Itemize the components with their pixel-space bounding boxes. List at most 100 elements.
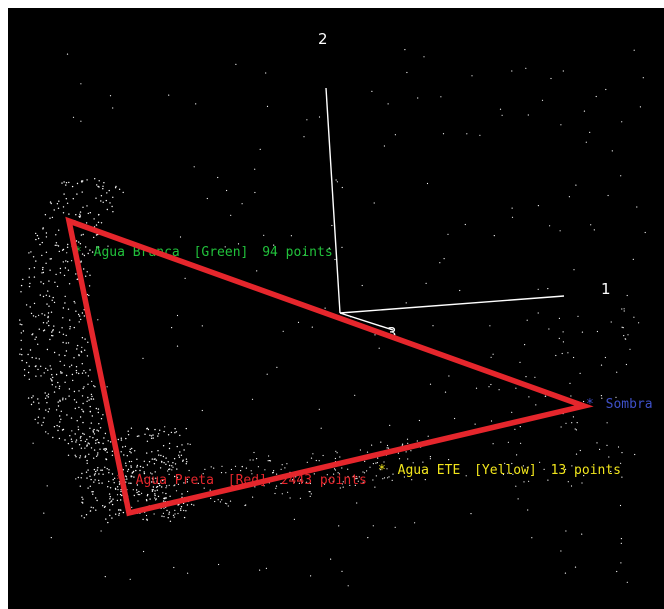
data-point	[237, 243, 240, 245]
data-point	[387, 477, 389, 479]
data-point	[52, 376, 54, 379]
data-point	[105, 458, 107, 460]
data-point	[55, 386, 57, 388]
data-point	[241, 465, 243, 468]
data-point	[38, 408, 40, 410]
data-point	[86, 400, 88, 402]
data-point	[28, 268, 31, 270]
data-point	[71, 440, 73, 443]
data-point	[95, 407, 98, 410]
data-point	[19, 353, 21, 355]
data-point	[608, 456, 610, 458]
data-point	[29, 282, 31, 285]
data-point	[50, 537, 52, 539]
data-point	[27, 371, 30, 374]
label-sombra[interactable]: * Sombra	[586, 397, 653, 412]
data-point	[108, 493, 111, 495]
data-point	[166, 509, 168, 512]
data-point	[63, 181, 65, 183]
data-point	[579, 449, 581, 452]
label-agua-ete[interactable]: * Agua ETE [Yellow] 13 points	[378, 463, 621, 478]
data-point	[60, 372, 62, 374]
data-point	[58, 229, 60, 231]
data-point	[62, 317, 64, 319]
data-point	[83, 517, 86, 519]
data-point	[504, 462, 506, 464]
data-point	[281, 464, 283, 466]
data-point	[146, 440, 149, 442]
data-point	[37, 237, 40, 240]
data-point	[35, 260, 37, 262]
data-point	[315, 459, 317, 462]
data-point	[84, 338, 86, 340]
data-point	[43, 329, 46, 331]
data-point	[59, 399, 61, 401]
data-point	[165, 487, 167, 489]
data-point	[28, 276, 30, 278]
data-point	[383, 477, 386, 479]
data-point	[159, 467, 162, 469]
axes-gizmo[interactable]: 2 1 3	[318, 30, 611, 342]
data-point	[35, 238, 37, 241]
data-point	[65, 350, 68, 352]
data-point	[57, 381, 59, 384]
label-agua-branca[interactable]: * Agua Branca [Green] 94 points	[74, 245, 333, 260]
data-point	[65, 342, 67, 344]
data-point	[106, 208, 109, 211]
data-point	[589, 131, 591, 133]
data-point	[39, 243, 41, 246]
simplex-triangle[interactable]	[65, 216, 594, 517]
scatter-3d-viewer[interactable]: 2 1 3 * Agua Branca [Green] 94 points * …	[8, 8, 664, 609]
data-point	[249, 459, 251, 461]
data-point	[81, 337, 84, 339]
data-point	[136, 464, 139, 467]
data-point	[366, 470, 368, 472]
data-point	[474, 423, 476, 425]
data-point	[160, 454, 162, 457]
data-point	[120, 499, 122, 501]
data-point	[204, 468, 206, 470]
data-point	[60, 418, 62, 420]
data-point	[81, 395, 84, 397]
data-point	[47, 290, 49, 292]
data-point	[75, 441, 77, 443]
data-point	[157, 495, 160, 498]
data-point	[168, 94, 170, 96]
data-point	[318, 460, 320, 462]
data-point	[115, 185, 117, 188]
data-point	[162, 479, 164, 482]
data-point	[27, 353, 29, 356]
data-point	[22, 330, 25, 332]
data-point	[82, 421, 84, 424]
data-point	[596, 330, 599, 333]
data-point	[511, 462, 513, 465]
data-point	[361, 284, 363, 287]
data-point	[52, 335, 54, 337]
data-point	[89, 249, 91, 251]
data-point	[213, 467, 215, 469]
data-point	[164, 482, 166, 484]
data-point	[81, 363, 84, 365]
data-point	[65, 198, 67, 200]
data-point	[627, 334, 629, 336]
data-point	[371, 90, 373, 92]
data-point	[376, 462, 378, 464]
data-point	[150, 435, 153, 437]
label-agua-preta[interactable]: * Agua Preta [Red] 2443 points	[116, 473, 367, 488]
data-point	[326, 474, 328, 476]
data-point	[80, 439, 82, 442]
data-point	[322, 454, 324, 457]
data-point	[48, 305, 50, 307]
data-point	[406, 438, 409, 440]
data-point	[30, 251, 32, 253]
data-point	[70, 438, 73, 440]
data-point	[34, 418, 36, 421]
data-point	[338, 473, 340, 475]
data-point	[158, 454, 160, 456]
data-point	[47, 369, 49, 371]
data-point	[547, 479, 549, 481]
data-point	[130, 466, 132, 468]
data-point	[52, 436, 54, 439]
data-point	[50, 368, 52, 370]
data-point	[347, 468, 349, 470]
